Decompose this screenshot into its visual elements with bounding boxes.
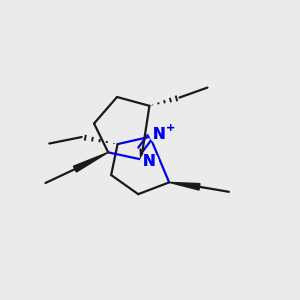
Circle shape (150, 126, 168, 143)
Text: N: N (143, 154, 156, 169)
Text: N: N (152, 127, 165, 142)
Circle shape (141, 153, 158, 171)
Text: +: + (165, 123, 175, 133)
Text: N: N (152, 127, 165, 142)
Polygon shape (74, 152, 108, 172)
Text: +: + (165, 123, 175, 133)
Polygon shape (169, 182, 200, 190)
Text: N: N (143, 154, 156, 169)
